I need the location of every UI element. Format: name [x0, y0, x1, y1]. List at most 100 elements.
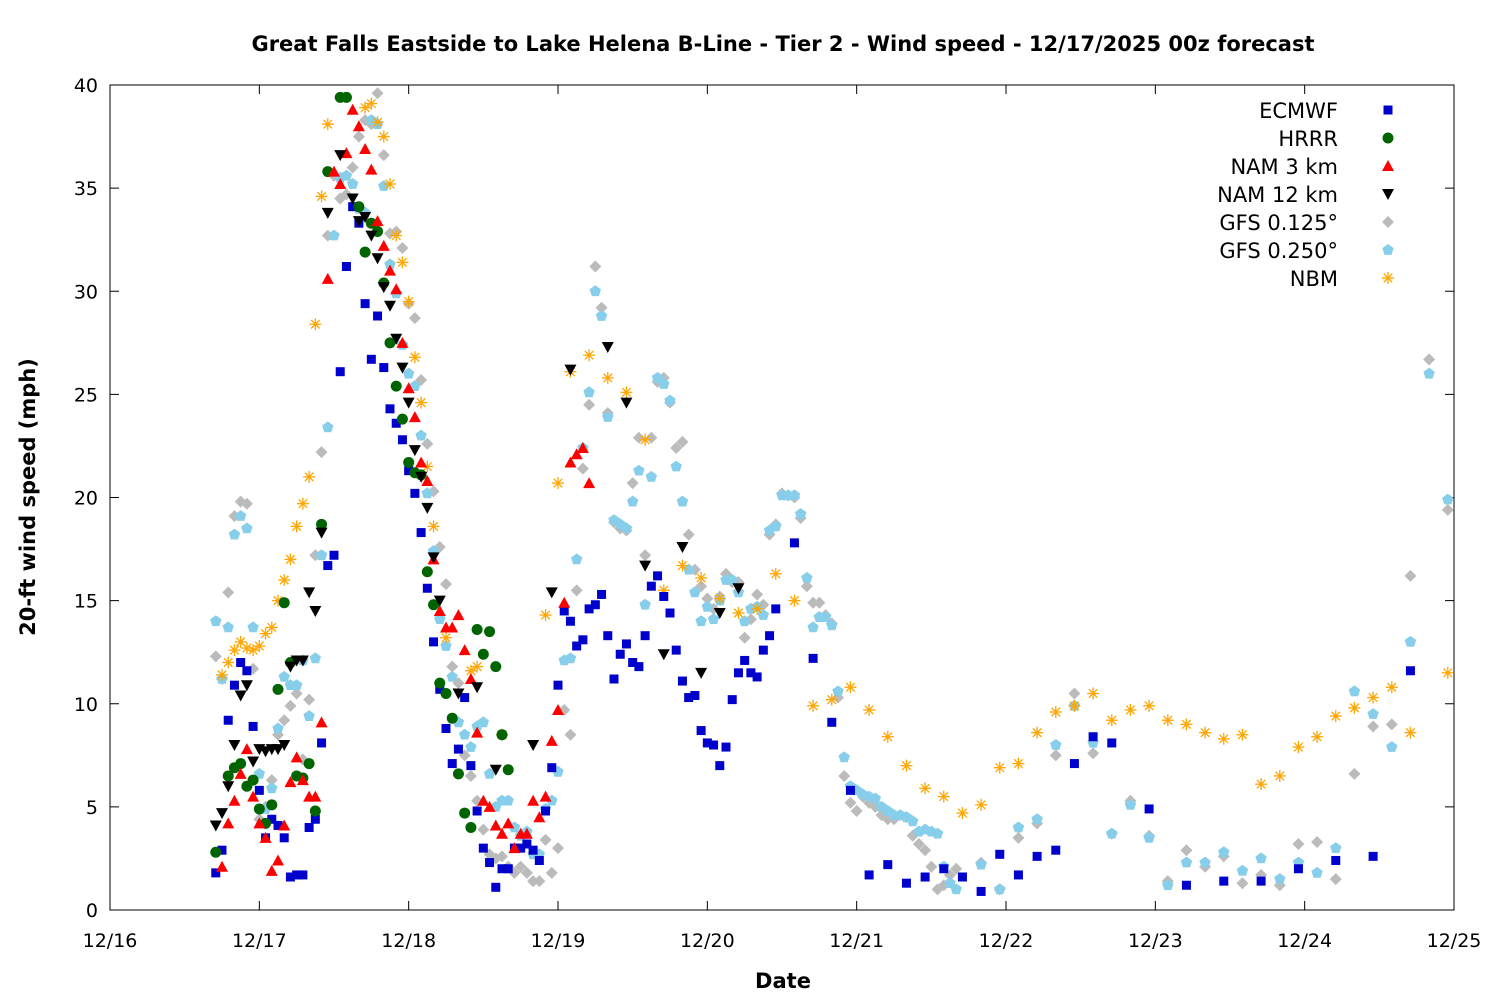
data-point	[715, 761, 725, 771]
x-tick-label: 12/24	[1277, 930, 1332, 952]
data-point	[541, 806, 551, 816]
data-point	[522, 839, 532, 849]
data-point	[545, 734, 558, 746]
data-point	[771, 604, 781, 614]
data-point	[1330, 842, 1342, 853]
data-point	[410, 488, 420, 498]
data-point	[690, 691, 700, 700]
y-tick-label: 30	[74, 281, 98, 303]
data-point	[572, 641, 582, 651]
data-point	[253, 640, 266, 652]
star-stroke	[229, 645, 240, 655]
data-point	[408, 411, 421, 423]
star-stroke	[1200, 727, 1210, 738]
data-point	[329, 550, 339, 560]
data-point	[447, 759, 457, 769]
data-point	[272, 722, 284, 734]
data-point	[284, 699, 297, 712]
legend-marker	[1382, 189, 1394, 200]
data-point	[632, 431, 645, 444]
data-point	[310, 814, 320, 824]
star-stroke	[273, 595, 283, 606]
data-point	[1404, 569, 1417, 582]
data-point	[415, 456, 428, 468]
data-point	[726, 574, 738, 585]
data-point	[365, 97, 378, 110]
data-point	[459, 807, 471, 819]
data-point	[508, 842, 521, 854]
data-point	[558, 596, 571, 608]
data-point	[1161, 714, 1174, 727]
legend-marker	[1382, 160, 1394, 171]
data-point	[1442, 493, 1454, 505]
data-point	[602, 411, 614, 422]
data-point	[384, 178, 396, 190]
star-stroke	[1256, 779, 1266, 789]
data-point	[732, 583, 745, 595]
data-point	[309, 805, 321, 817]
legend-marker	[1382, 244, 1394, 255]
data-point	[353, 201, 365, 213]
data-point	[483, 767, 496, 779]
data-point	[377, 149, 390, 162]
data-point	[565, 616, 575, 626]
data-point	[639, 433, 652, 446]
x-tick-label: 12/23	[1128, 930, 1183, 952]
data-point	[359, 212, 372, 223]
data-point	[807, 596, 820, 609]
data-point	[640, 631, 650, 641]
data-point	[633, 464, 645, 476]
data-point	[651, 371, 664, 383]
legend-label: NAM 12 km	[1217, 183, 1338, 207]
data-point	[539, 609, 552, 622]
data-point	[1180, 718, 1193, 731]
data-point	[653, 571, 663, 581]
data-point	[1088, 732, 1098, 742]
data-point	[1348, 701, 1361, 714]
data-point	[844, 796, 857, 809]
data-point	[597, 589, 607, 599]
star-stroke	[385, 179, 395, 189]
data-point	[291, 679, 303, 690]
data-point	[421, 487, 433, 499]
data-point	[489, 819, 502, 831]
data-point	[303, 587, 316, 599]
star-stroke	[1387, 682, 1397, 692]
data-point	[1441, 666, 1454, 679]
star-stroke	[584, 350, 594, 360]
data-point	[403, 367, 415, 379]
data-point	[807, 621, 819, 633]
data-point	[1105, 714, 1118, 727]
data-point	[316, 518, 328, 530]
data-point	[713, 592, 726, 605]
star-stroke	[391, 230, 401, 241]
star-stroke	[553, 478, 563, 488]
data-point	[440, 631, 452, 644]
data-point	[1218, 846, 1230, 858]
data-point	[440, 640, 452, 651]
y-tick-label: 35	[74, 178, 98, 200]
data-point	[732, 607, 745, 619]
data-point	[247, 756, 260, 768]
data-point	[464, 673, 477, 684]
data-point	[384, 300, 396, 312]
data-point	[272, 683, 284, 695]
series-nbm	[216, 97, 1454, 820]
data-point	[471, 660, 484, 673]
data-point	[422, 583, 432, 593]
data-point	[396, 241, 409, 254]
data-point	[1013, 870, 1023, 880]
data-point	[292, 870, 302, 880]
data-point	[279, 833, 289, 843]
data-point	[627, 495, 639, 507]
data-point	[1255, 852, 1267, 864]
data-point	[229, 680, 239, 690]
data-point	[396, 413, 408, 425]
data-point	[373, 311, 383, 321]
data-point	[907, 815, 919, 827]
data-point	[240, 680, 253, 692]
data-point	[1292, 838, 1305, 850]
data-point	[1367, 708, 1379, 719]
data-point	[553, 680, 563, 690]
